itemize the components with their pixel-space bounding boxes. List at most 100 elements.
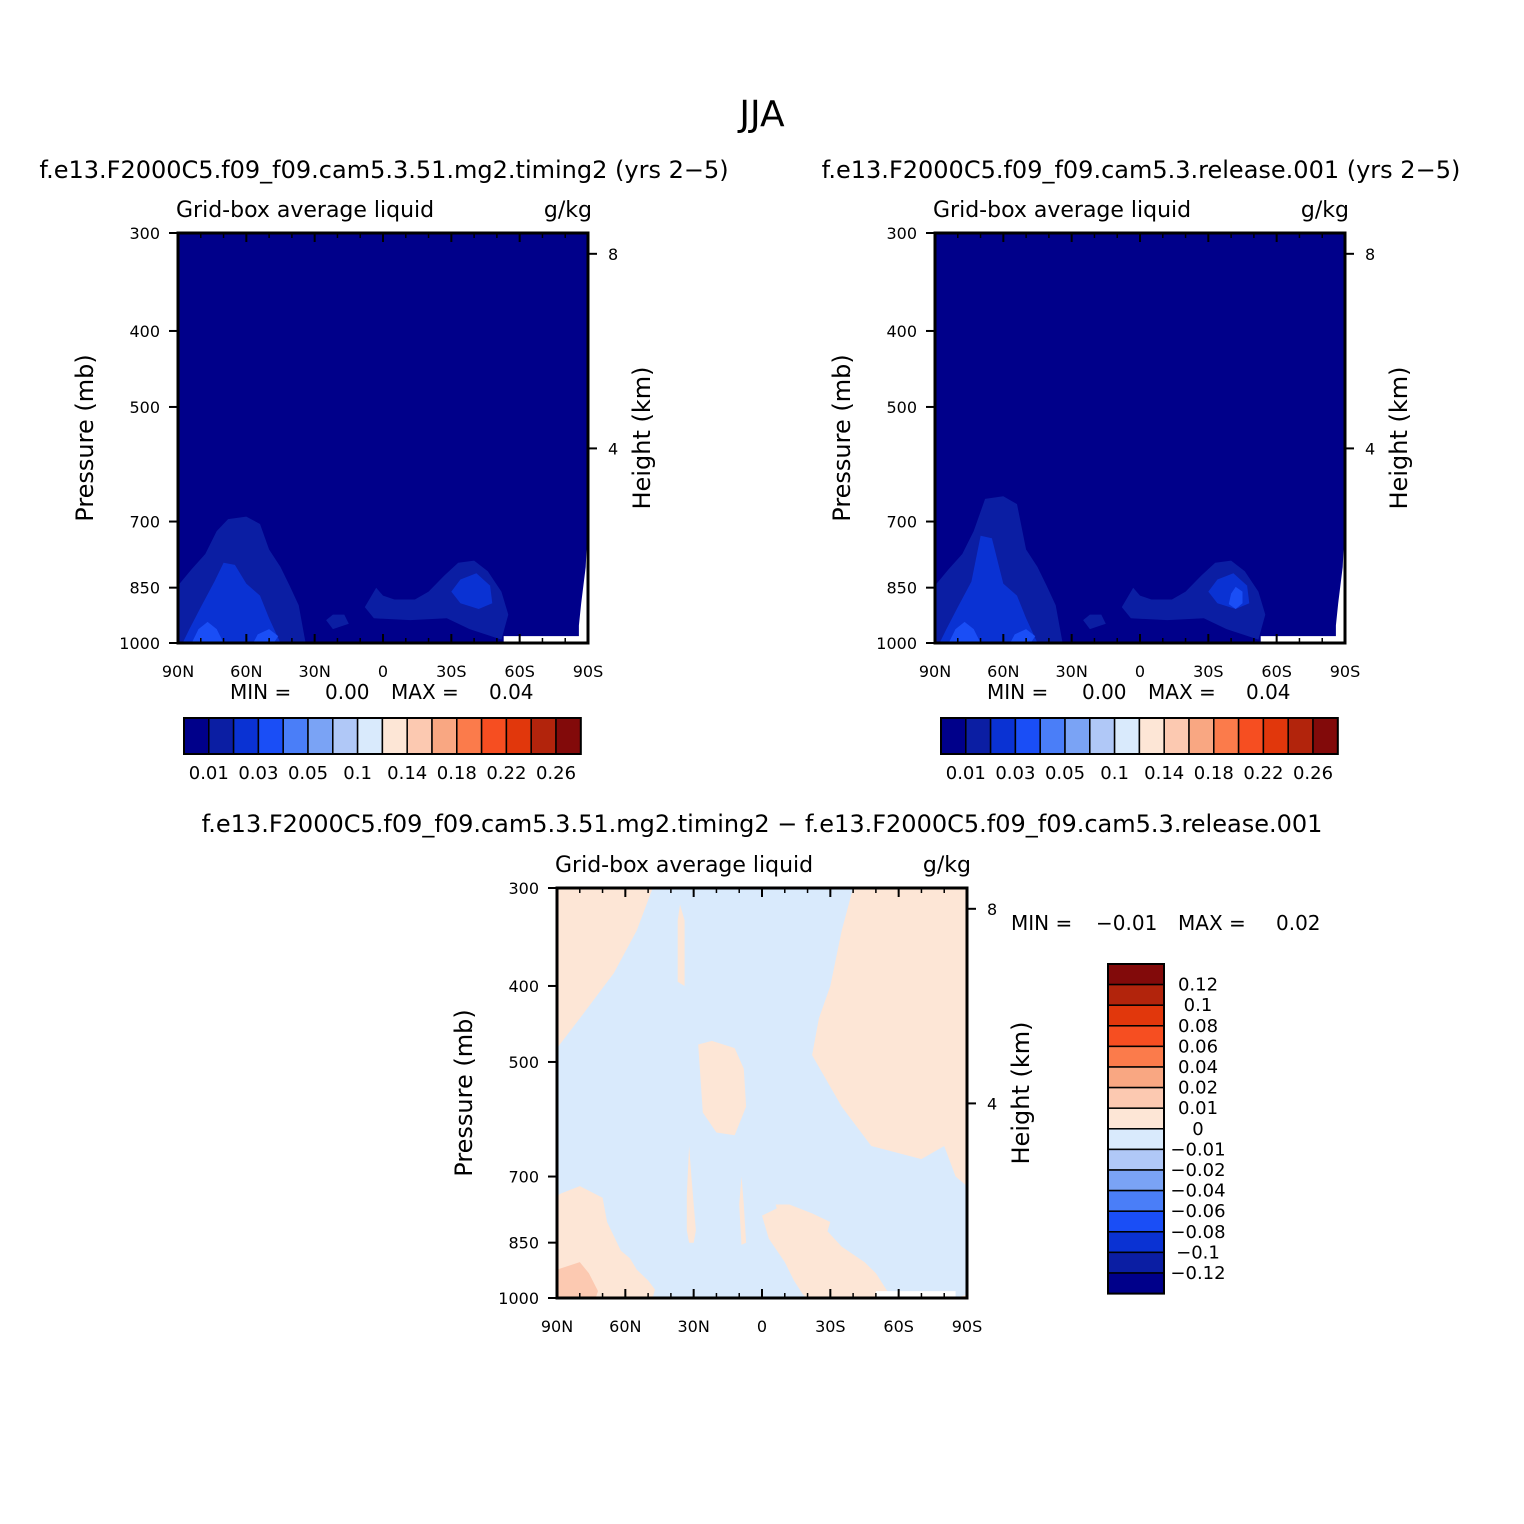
- height-tick-label: 4: [987, 1094, 997, 1113]
- panel-title: f.e13.F2000C5.f09_f09.cam5.3.51.mg2.timi…: [202, 810, 1323, 838]
- colorbar-swatch: [1107, 1128, 1165, 1151]
- y-tick-label: 1000: [119, 634, 160, 653]
- colorbar-swatch: [1262, 717, 1289, 755]
- colorbar-swatch: [1107, 1086, 1165, 1109]
- colorbar-label: 0.01: [946, 763, 986, 784]
- colorbar-label: 0.08: [1178, 1016, 1218, 1037]
- contour-level-1: [1083, 614, 1106, 630]
- y-tick-label: 1000: [876, 634, 917, 653]
- colorbar-label: 0.18: [437, 763, 477, 784]
- y-axis-title: Pressure (mb): [450, 1009, 478, 1176]
- colorbar-swatch: [1107, 1004, 1165, 1027]
- colorbar-swatch: [406, 717, 433, 755]
- height-tick-label: 8: [987, 900, 997, 919]
- colorbar-swatch: [505, 717, 532, 755]
- y-tick-label: 500: [508, 1053, 539, 1072]
- x-tick-label: 60N: [987, 662, 1019, 681]
- colorbar-label: −0.02: [1170, 1160, 1225, 1181]
- height-tick-label: 8: [608, 245, 618, 264]
- height-tick-label: 8: [1365, 245, 1375, 264]
- x-tick-label: 30N: [1056, 662, 1088, 681]
- panel-control: f.e13.F2000C5.f09_f09.cam5.3.release.001…: [822, 156, 1461, 784]
- colorbar-swatch: [257, 717, 284, 755]
- x-tick-label: 90S: [1330, 662, 1361, 681]
- contour-field: [557, 888, 967, 1298]
- x-tick-label: 30S: [1193, 662, 1224, 681]
- colorbar-swatch: [1107, 1272, 1165, 1295]
- colorbar-swatch: [282, 717, 309, 755]
- x-tick-label: 30S: [815, 1317, 846, 1336]
- min-value: −0.01: [1096, 911, 1157, 935]
- x-tick-label: 90N: [541, 1317, 573, 1336]
- x-tick-label: 90N: [919, 662, 951, 681]
- colorbar-swatch: [1107, 963, 1165, 986]
- colorbar-swatch: [555, 717, 582, 755]
- colorbar-label: −0.06: [1170, 1201, 1225, 1222]
- colorbar-swatch: [208, 717, 235, 755]
- colorbar-label: 0.03: [238, 763, 278, 784]
- max-value: 0.02: [1276, 911, 1321, 935]
- colorbar-swatch: [1188, 717, 1215, 755]
- variable-label: Grid-box average liquid: [176, 198, 434, 223]
- colorbar-label: 0.1: [1184, 995, 1213, 1016]
- colorbar-swatch: [940, 717, 967, 755]
- units-label: g/kg: [1301, 198, 1349, 223]
- colorbar-label: −0.04: [1170, 1181, 1225, 1202]
- y-tick-label: 500: [886, 398, 917, 417]
- x-tick-label: 30N: [299, 662, 331, 681]
- colorbar-swatch: [480, 717, 508, 755]
- max-label: MAX =: [1178, 911, 1246, 935]
- colorbar-label: −0.01: [1170, 1139, 1225, 1160]
- colorbar-label: 0.06: [1178, 1036, 1218, 1057]
- x-tick-label: 60S: [1261, 662, 1292, 681]
- y-tick-label: 400: [129, 322, 160, 341]
- y-tick-label: 1000: [498, 1289, 539, 1308]
- colorbar-swatch: [1107, 1251, 1165, 1274]
- min-value: 0.00: [325, 680, 370, 704]
- max-label: MAX =: [391, 680, 459, 704]
- colorbar-frame: [1107, 963, 1165, 1295]
- colorbar-swatch: [307, 717, 334, 755]
- x-tick-label: 0: [757, 1317, 767, 1336]
- colorbar-swatch: [183, 717, 210, 755]
- min-label: MIN =: [987, 680, 1048, 704]
- colorbar-swatch: [332, 717, 359, 755]
- colorbar-swatch: [1138, 717, 1165, 755]
- contour-level-3: [191, 621, 224, 643]
- colorbar-swatch: [1107, 983, 1165, 1006]
- colorbar-swatch: [431, 717, 458, 755]
- x-tick-label: 60N: [230, 662, 262, 681]
- max-value: 0.04: [489, 680, 534, 704]
- colorbar-label: 0.02: [1178, 1078, 1218, 1099]
- x-tick-label: 90N: [162, 662, 194, 681]
- x-tick-label: 30N: [678, 1317, 710, 1336]
- colorbar-swatch: [1107, 1148, 1165, 1171]
- units-label: g/kg: [544, 198, 592, 223]
- y-tick-label: 700: [886, 513, 917, 532]
- colorbar-label: 0.26: [536, 763, 576, 784]
- x-tick-label: 60S: [883, 1317, 914, 1336]
- x-tick-label: 60N: [609, 1317, 641, 1336]
- contour-positive: [739, 1176, 747, 1245]
- contour-positive: [775, 1204, 831, 1255]
- colorbar-swatch: [1107, 1045, 1165, 1068]
- colorbar-label: 0.12: [1178, 975, 1218, 996]
- colorbar-swatch: [1163, 717, 1190, 755]
- contour-field: [178, 233, 588, 643]
- colorbar-swatch: [1064, 717, 1091, 755]
- variable-label: Grid-box average liquid: [555, 853, 813, 878]
- contour-positive: [677, 904, 685, 986]
- y-tick-label: 700: [129, 513, 160, 532]
- colorbar-swatch: [530, 717, 557, 755]
- colorbar-swatch: [1107, 1210, 1165, 1233]
- contour-level-3: [1228, 586, 1243, 609]
- contour-level-3: [948, 621, 981, 643]
- colorbar-label: −0.1: [1176, 1242, 1220, 1263]
- colorbar-label: 0.1: [1100, 763, 1129, 784]
- y-tick-label: 500: [129, 398, 160, 417]
- max-label: MAX =: [1148, 680, 1216, 704]
- colorbar-swatch: [1237, 717, 1265, 755]
- colorbar-swatch: [456, 717, 483, 755]
- y-tick-label: 850: [886, 579, 917, 598]
